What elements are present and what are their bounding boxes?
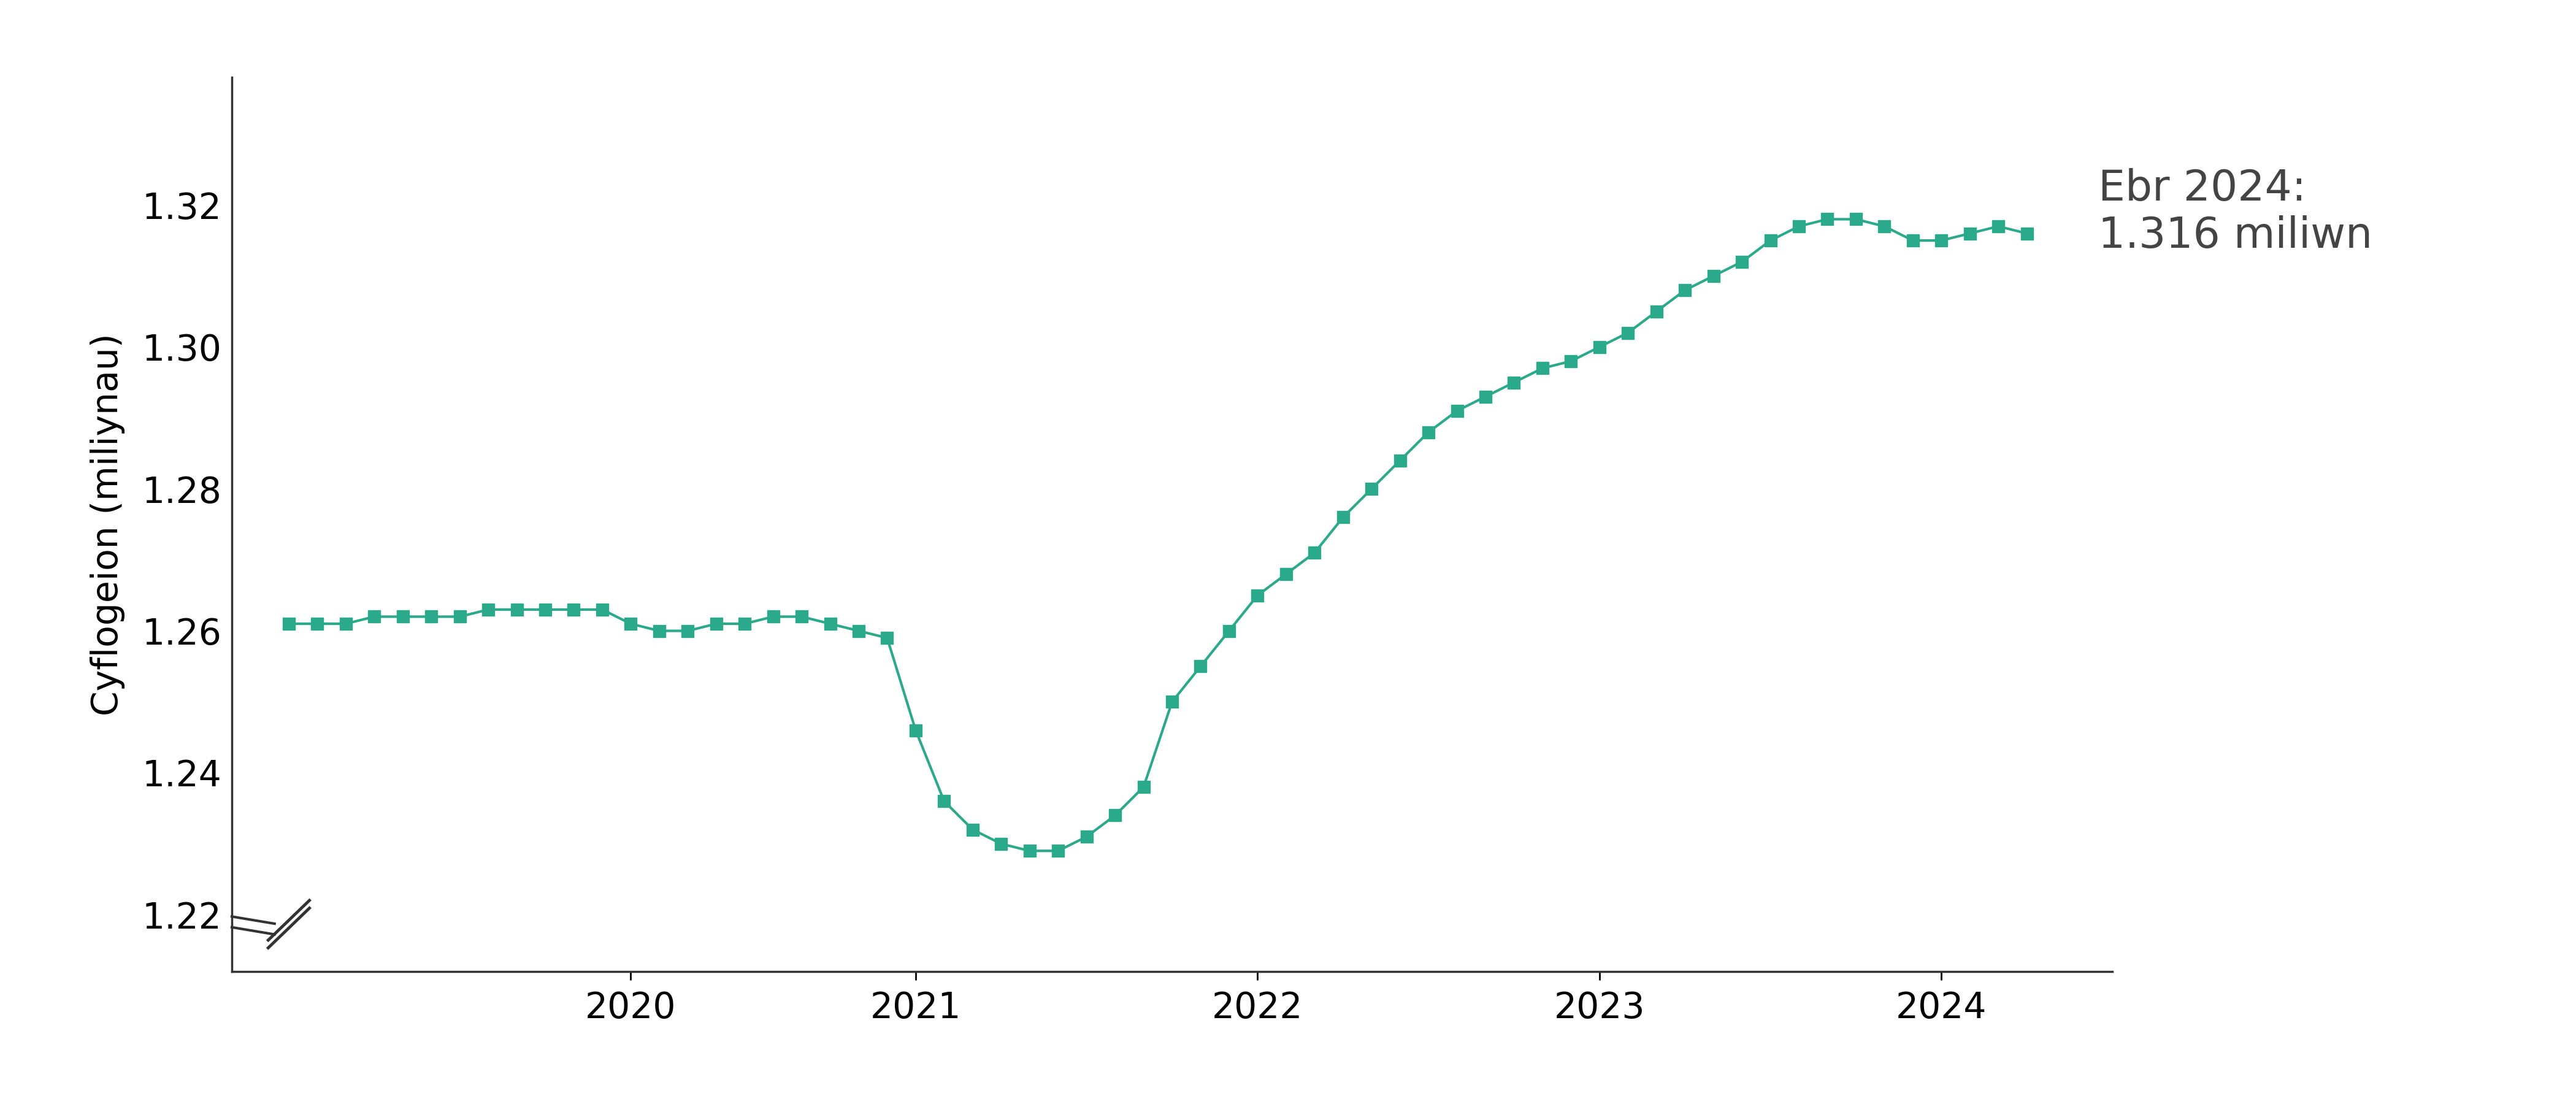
Y-axis label: Cyflogeion (miliynau): Cyflogeion (miliynau) — [90, 333, 124, 715]
Text: Ebr 2024:
1.316 miliwn: Ebr 2024: 1.316 miliwn — [2097, 168, 2372, 256]
